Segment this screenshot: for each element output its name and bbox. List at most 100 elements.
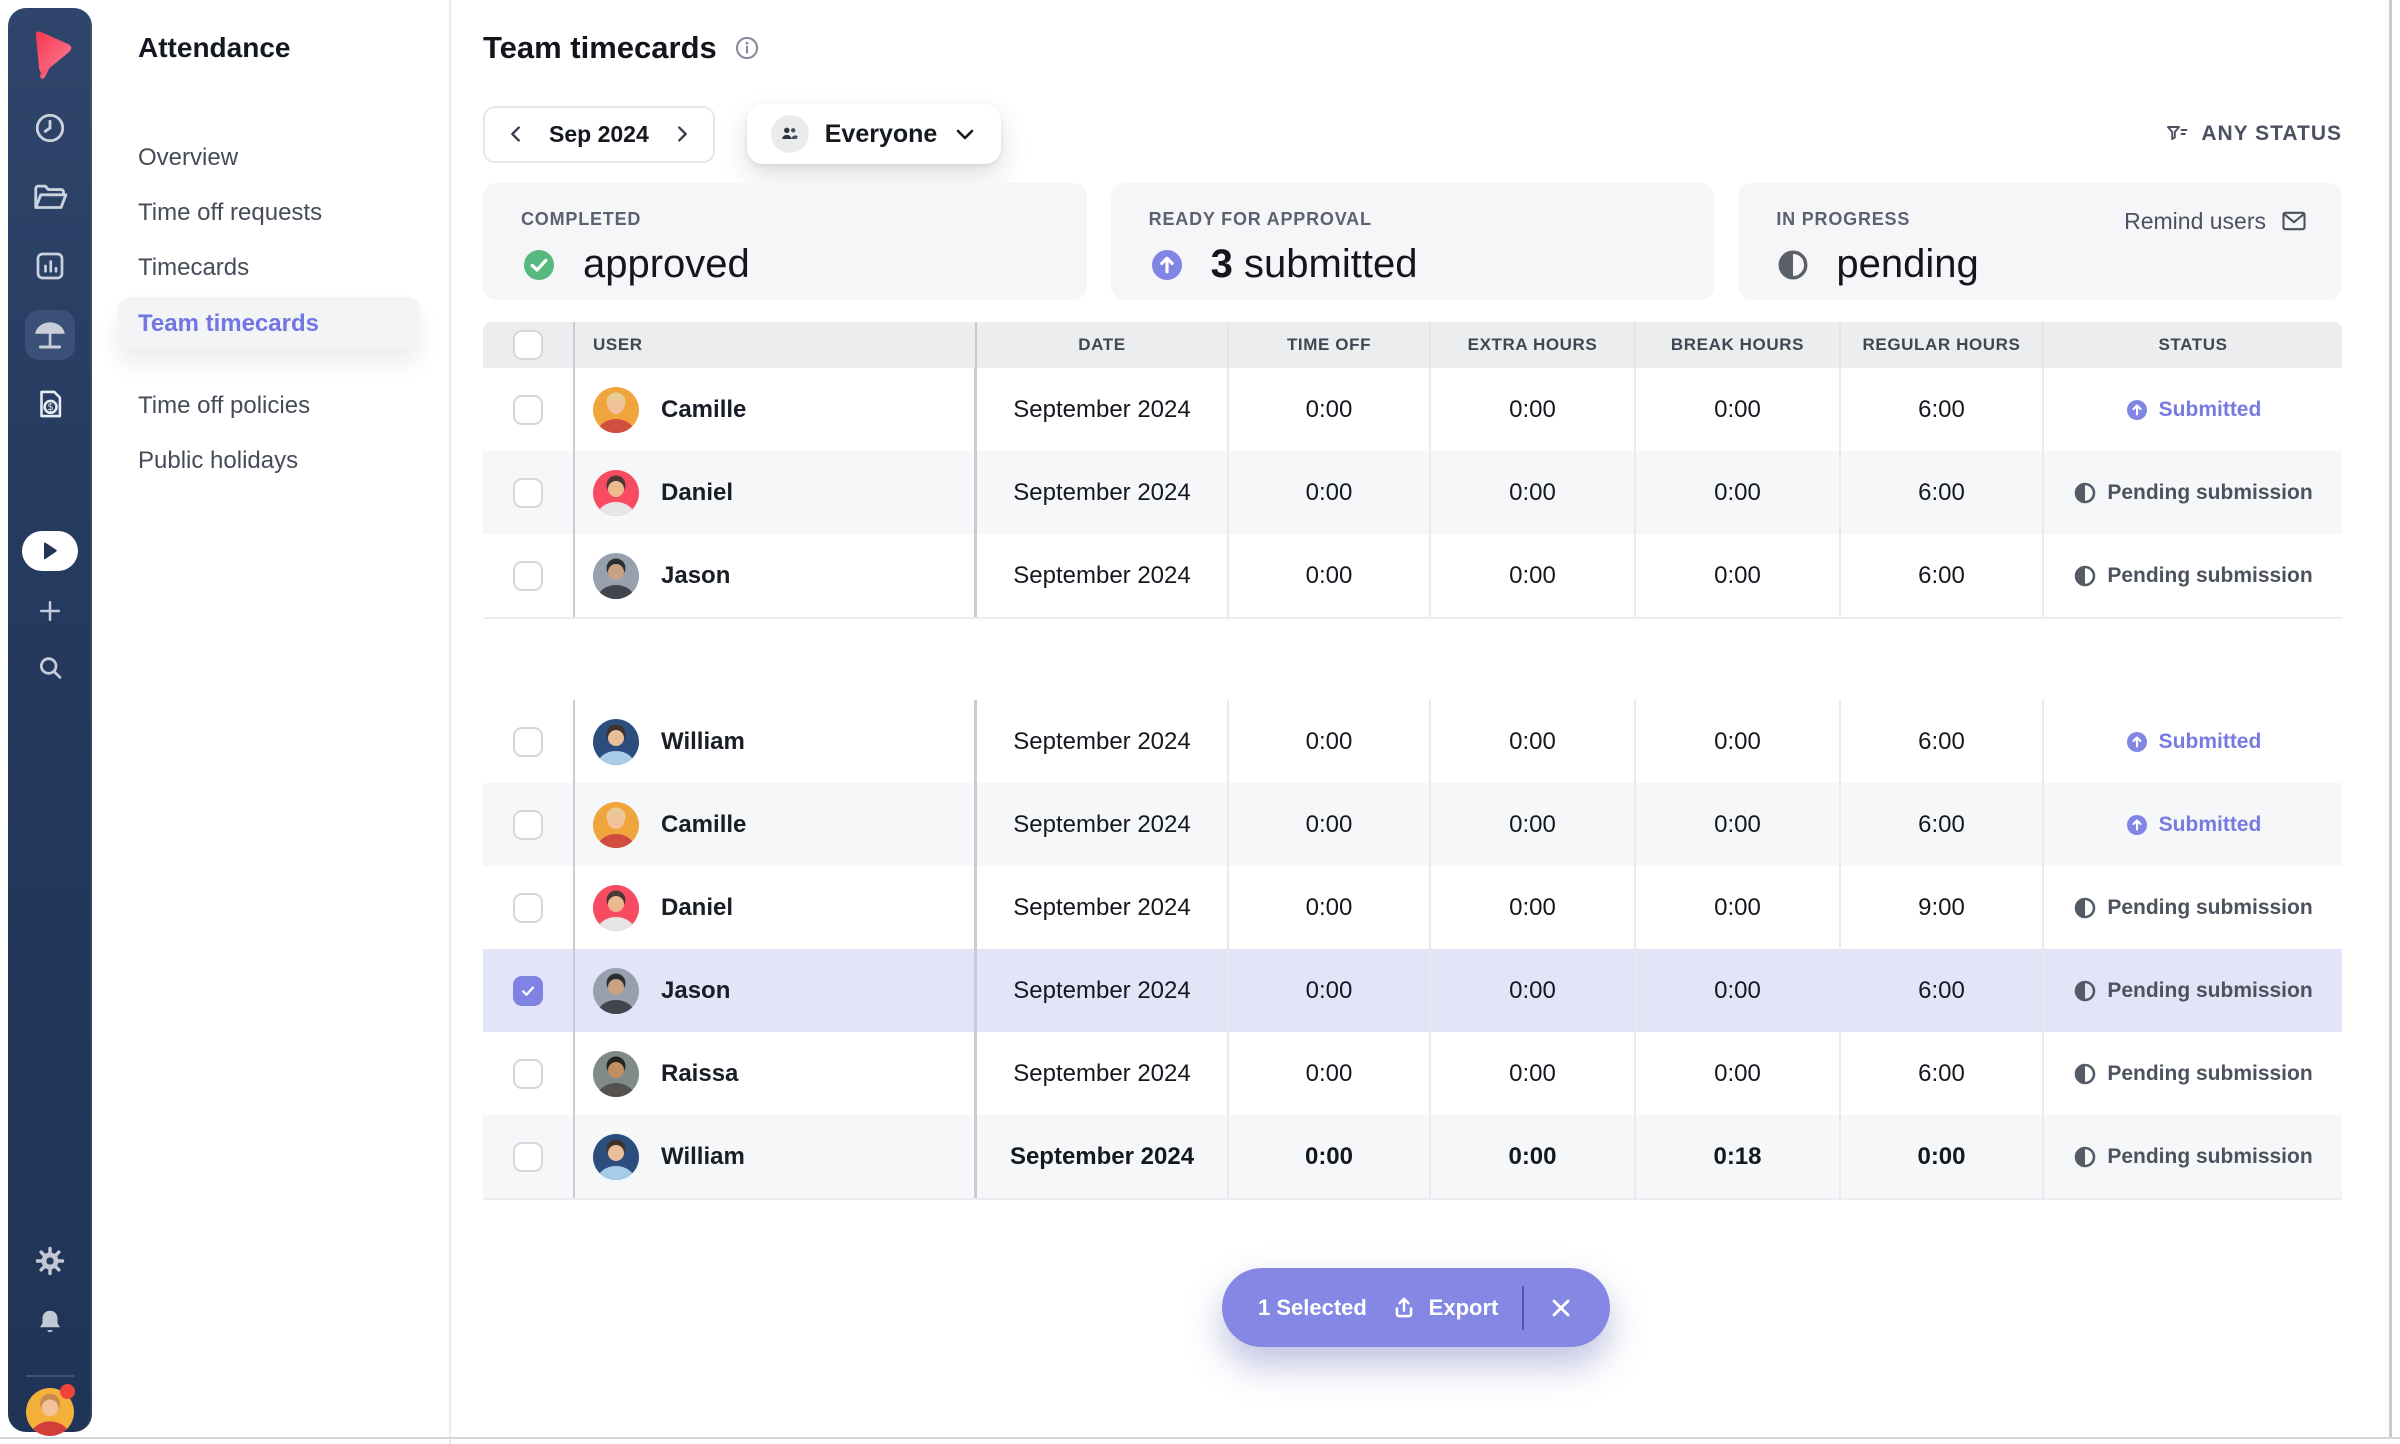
header-extra-hours[interactable]: EXTRA HOURS — [1431, 322, 1636, 368]
user-avatar — [593, 884, 639, 931]
row-checkbox-cell — [483, 700, 575, 783]
table-row[interactable]: Jason September 2024 0:00 0:00 0:00 6:00 Pendi… — [483, 949, 2342, 1032]
sidebar-item-time-off-policies[interactable]: Time off policies — [138, 392, 311, 419]
table-row[interactable]: Jason September 2024 0:00 0:00 0:00 6:00 Pendi… — [483, 534, 2342, 617]
header-status[interactable]: STATUS — [2158, 335, 2228, 354]
user-avatar — [593, 386, 639, 433]
clock-icon[interactable] — [32, 110, 68, 146]
bar-chart-icon[interactable] — [32, 248, 68, 284]
table-row[interactable]: William September 2024 0:00 0:00 0:00 6:00 Sub… — [483, 700, 2342, 783]
page-title: Team timecards — [483, 30, 717, 65]
row-checkbox[interactable] — [513, 809, 543, 840]
date-cell: September 2024 — [977, 866, 1229, 949]
header-date[interactable]: DATE — [977, 322, 1229, 368]
card-label: READY FOR APPROVAL — [1148, 209, 1372, 229]
time-off-cell: 0:00 — [1229, 866, 1431, 949]
brand-logo[interactable] — [24, 27, 76, 81]
svg-text:$: $ — [47, 402, 53, 413]
envelope-icon — [2282, 211, 2306, 231]
remind-users-label: Remind users — [2124, 207, 2267, 234]
bell-icon[interactable] — [35, 1307, 65, 1337]
break-hours-cell: 0:00 — [1636, 534, 1841, 617]
status-filter[interactable]: ANY STATUS — [2165, 122, 2342, 146]
plus-icon[interactable] — [35, 596, 65, 626]
info-icon[interactable] — [733, 34, 761, 62]
extra-hours-cell: 0:00 — [1431, 534, 1636, 617]
user-name: Camille — [661, 810, 747, 838]
remind-users-button[interactable]: Remind users — [2124, 207, 2308, 235]
row-checkbox[interactable] — [513, 560, 543, 591]
user-cell: Camille — [575, 783, 977, 866]
break-hours-cell: 0:00 — [1636, 700, 1841, 783]
time-off-cell: 0:00 — [1229, 783, 1431, 866]
break-hours-cell: 0:00 — [1636, 368, 1841, 451]
user-name: William — [661, 727, 745, 755]
status-cell: Pending submission — [2044, 1032, 2342, 1115]
status-badge: Pending submission — [2107, 1061, 2313, 1085]
row-checkbox[interactable] — [513, 975, 543, 1006]
beach-umbrella-icon[interactable] — [31, 316, 69, 354]
table-row[interactable]: Daniel September 2024 0:00 0:00 0:00 9:00 Pend… — [483, 866, 2342, 949]
row-checkbox-cell — [483, 1032, 575, 1115]
row-checkbox[interactable] — [513, 892, 543, 923]
table-group: Camille September 2024 0:00 0:00 0:00 6:00 Sub… — [483, 368, 2342, 619]
table-row[interactable]: Raissa September 2024 0:00 0:00 0:00 6:00 Pend… — [483, 1032, 2342, 1115]
status-badge: Pending submission — [2107, 895, 2313, 919]
header-regular-hours[interactable]: REGULAR HOURS — [1841, 322, 2044, 368]
pending-icon — [2075, 565, 2096, 586]
chevron-left-icon[interactable] — [505, 123, 527, 145]
sidebar-item-timecards[interactable]: Timecards — [138, 254, 250, 281]
table-row[interactable]: Camille September 2024 0:00 0:00 0:00 6:00 Sub… — [483, 783, 2342, 866]
user-avatar — [593, 469, 639, 516]
status-badge: Pending submission — [2107, 978, 2313, 1002]
close-icon[interactable] — [1548, 1295, 1574, 1321]
sidebar-item-public-holidays[interactable]: Public holidays — [138, 447, 299, 474]
header-break-hours[interactable]: BREAK HOURS — [1636, 322, 1841, 368]
export-button[interactable]: Export — [1391, 1295, 1498, 1321]
main-content: Team timecards Sep 2024 Everyone — [483, 0, 2343, 1444]
people-icon — [770, 115, 809, 153]
search-icon[interactable] — [34, 652, 66, 684]
chevron-right-icon[interactable] — [671, 123, 693, 145]
user-name: Daniel — [661, 893, 734, 921]
time-off-cell: 0:00 — [1229, 368, 1431, 451]
folder-icon[interactable] — [31, 179, 69, 217]
user-cell: Jason — [575, 949, 977, 1032]
play-button[interactable] — [22, 531, 78, 571]
row-checkbox[interactable] — [513, 726, 543, 757]
sidebar-item-overview[interactable]: Overview — [138, 144, 239, 171]
table-row[interactable]: William September 2024 0:00 0:00 0:18 0:00 Pen… — [483, 1115, 2342, 1198]
table-row[interactable]: Camille September 2024 0:00 0:00 0:00 6:00 Sub… — [483, 368, 2342, 451]
extra-hours-cell: 0:00 — [1431, 700, 1636, 783]
header-user[interactable]: USER — [575, 322, 977, 368]
regular-hours-cell: 6:00 — [1841, 700, 2044, 783]
card-ready-for-approval: READY FOR APPROVAL 3 submitted — [1110, 183, 1715, 300]
sidebar-item-team-timecards[interactable]: Team timecards — [138, 310, 319, 337]
row-checkbox-cell — [483, 451, 575, 534]
status-cell: Submitted — [2044, 783, 2342, 866]
row-checkbox-cell — [483, 866, 575, 949]
filter-icon — [2167, 126, 2188, 141]
select-all-checkbox[interactable] — [513, 330, 543, 360]
user-cell: Raissa — [575, 1032, 977, 1115]
card-value: 3 submitted — [1210, 242, 1418, 286]
extra-hours-cell: 0:00 — [1431, 1032, 1636, 1115]
row-checkbox[interactable] — [513, 1141, 543, 1172]
status-badge: Submitted — [2158, 812, 2262, 836]
sidebar-item-time-off-requests[interactable]: Time off requests — [138, 199, 323, 226]
row-checkbox[interactable] — [513, 1058, 543, 1089]
row-checkbox[interactable] — [513, 394, 543, 425]
break-hours-cell: 0:00 — [1636, 451, 1841, 534]
user-name: William — [661, 1142, 745, 1170]
invoice-icon[interactable]: $ — [33, 387, 67, 421]
row-checkbox[interactable] — [513, 477, 543, 508]
audience-dropdown[interactable]: Everyone — [746, 104, 1002, 164]
date-cell: September 2024 — [977, 949, 1229, 1032]
submitted-icon — [2126, 814, 2147, 835]
gear-icon[interactable] — [33, 1244, 67, 1278]
header-time-off[interactable]: TIME OFF — [1229, 322, 1431, 368]
row-checkbox-cell — [483, 1115, 575, 1198]
timecard-table: USER DATE TIME OFF EXTRA HOURS BREAK HOU… — [483, 322, 2342, 1200]
user-cell: Jason — [575, 534, 977, 617]
table-row[interactable]: Daniel September 2024 0:00 0:00 0:00 6:00 Pend… — [483, 451, 2342, 534]
